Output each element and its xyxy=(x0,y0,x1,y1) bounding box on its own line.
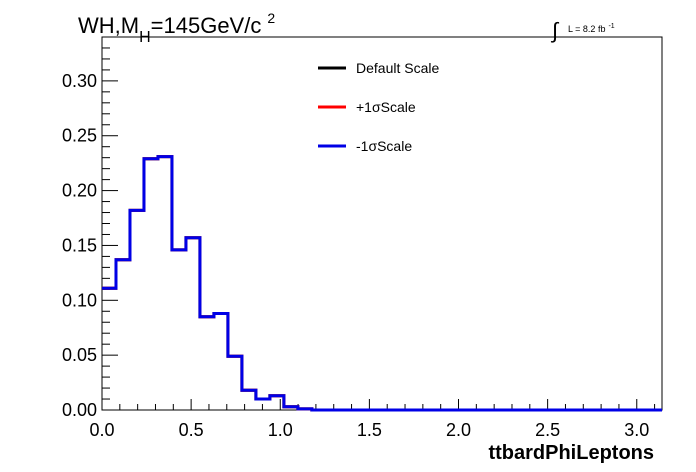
lumi-integral: ∫ xyxy=(550,18,560,43)
y-tick-label: 0.15 xyxy=(62,235,97,255)
legend-entry: Default Scale xyxy=(356,60,439,76)
y-tick-label: 0.30 xyxy=(62,71,97,91)
y-tick-label: 0.10 xyxy=(62,290,97,310)
chart-title: WH,MH=145GeV/c 2 xyxy=(78,10,275,46)
legend-entry: -1σScale xyxy=(356,138,412,154)
x-tick-label: 3.0 xyxy=(624,420,649,440)
x-axis: 0.0 0.5 1.0 1.5 2.0 2.5 3.0 xyxy=(89,399,656,440)
legend-entry: +1σScale xyxy=(356,99,416,115)
y-tick-label: 0.00 xyxy=(62,400,97,420)
x-tick-label: 1.5 xyxy=(357,420,382,440)
lumi-label: L = 8.2 fb -1 xyxy=(568,23,615,34)
y-tick-label: 0.20 xyxy=(62,181,97,201)
y-axis: 0.00 0.05 0.10 0.15 0.20 0.25 0.30 xyxy=(62,36,118,420)
y-tick-label: 0.25 xyxy=(62,126,97,146)
x-tick-label: 1.0 xyxy=(268,420,293,440)
x-tick-label: 0.5 xyxy=(179,420,204,440)
plot-frame xyxy=(101,36,663,411)
legend: Default Scale +1σScale -1σScale xyxy=(318,60,439,154)
series-lines xyxy=(102,155,662,412)
y-tick-label: 0.05 xyxy=(62,345,97,365)
x-tick-label: 0.0 xyxy=(89,420,114,440)
x-axis-label: ttbardPhiLeptons xyxy=(488,442,654,464)
x-tick-label: 2.5 xyxy=(535,420,560,440)
x-tick-label: 2.0 xyxy=(446,420,471,440)
series-line-2 xyxy=(102,155,662,412)
